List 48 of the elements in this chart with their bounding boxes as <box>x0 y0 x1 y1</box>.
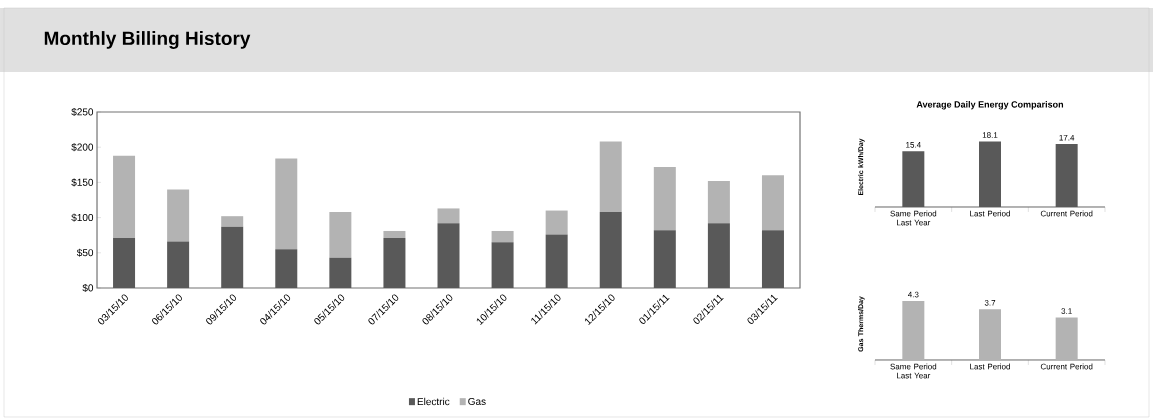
x-tick-label: Same Period Last Year <box>890 210 937 226</box>
y-tick-label: $200 <box>71 143 94 152</box>
data-label: 18.1 <box>982 132 998 138</box>
x-tick-label: Last Period <box>970 363 1010 370</box>
bar <box>545 210 568 235</box>
bar <box>761 175 784 231</box>
bar <box>113 238 136 288</box>
x-tick-label: Current Period <box>1040 210 1093 217</box>
chart-title: Monthly Billing History <box>44 31 251 49</box>
data-label: 4.3 <box>907 291 919 298</box>
bar <box>491 242 514 288</box>
y-tick-label: $150 <box>71 178 94 187</box>
y-tick-label: $0 <box>82 283 94 293</box>
x-tick-label: Last Period <box>970 210 1010 217</box>
bar <box>599 211 622 288</box>
bar <box>653 166 676 231</box>
bar <box>653 230 676 288</box>
bar <box>113 155 136 238</box>
bar <box>545 234 568 288</box>
bar <box>761 230 784 288</box>
bar <box>275 158 298 250</box>
bar <box>167 189 190 242</box>
data-label: 15.4 <box>906 142 921 148</box>
legend-label: Gas <box>468 397 486 405</box>
y-tick-label: $50 <box>76 248 94 257</box>
bar <box>437 223 460 288</box>
data-label: 3.7 <box>984 300 996 306</box>
chart-title: Average Daily Energy Comparison <box>916 101 1064 110</box>
bar <box>167 241 190 288</box>
bar <box>221 216 244 227</box>
bar <box>221 226 244 288</box>
y-tick-label: $100 <box>71 213 94 222</box>
bar <box>383 230 406 238</box>
bar <box>329 211 352 258</box>
legend-label: Electric <box>417 397 450 406</box>
x-tick-label: Same Period Last Year <box>890 363 937 379</box>
y-tick-label: $250 <box>71 107 94 117</box>
data-label: 3.1 <box>1061 308 1072 314</box>
bar <box>329 257 352 288</box>
bar <box>707 223 730 288</box>
bar <box>437 208 460 224</box>
bar <box>707 180 730 224</box>
bar <box>275 249 298 288</box>
x-tick-label: Current Period <box>1040 363 1093 370</box>
data-label: 17.4 <box>1059 134 1075 141</box>
bar <box>599 141 622 212</box>
bar <box>491 230 514 243</box>
bar <box>383 238 406 288</box>
